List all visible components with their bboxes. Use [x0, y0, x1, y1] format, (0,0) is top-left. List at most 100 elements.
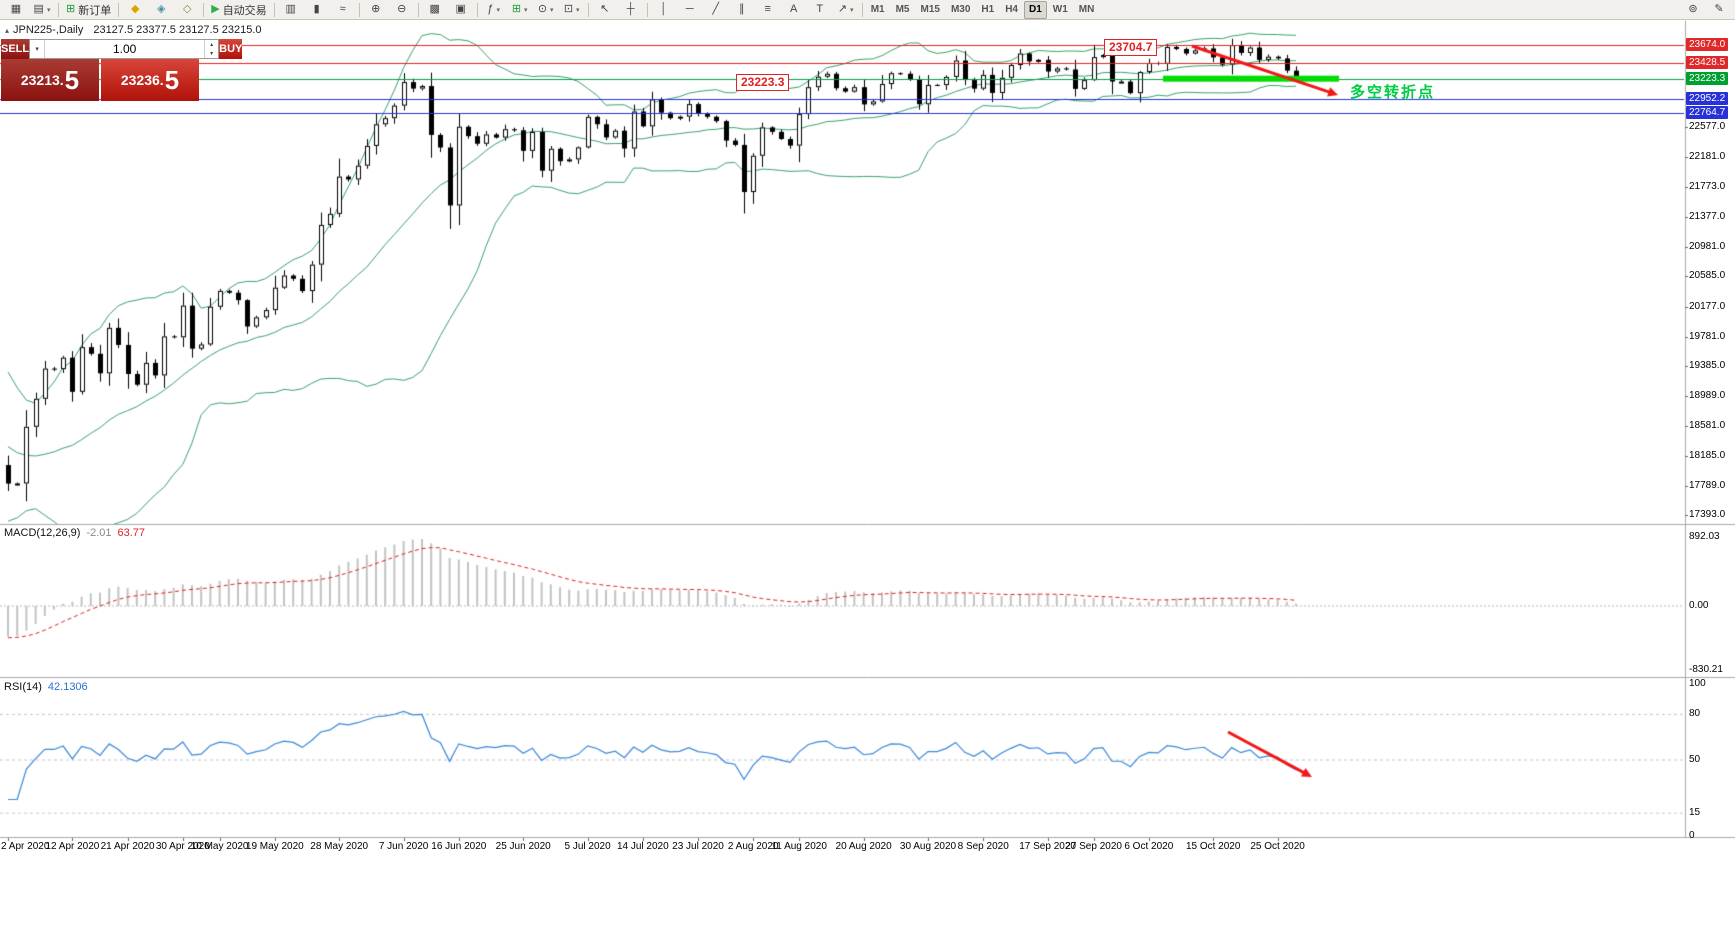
volume-control: ▾ ▴▾ [29, 39, 220, 59]
trend-annotation-text[interactable]: 多空转折点 [1350, 84, 1436, 101]
metaeditor-icon: ◆ [130, 3, 140, 15]
collapse-icon[interactable]: ▴ [5, 26, 10, 35]
candlestick-chart-icon-button[interactable]: ▮ [304, 0, 330, 19]
toolbar-separator [476, 2, 478, 17]
macd-header: MACD(12,26,9) -2.01 63.77 [4, 527, 145, 539]
sell-button[interactable]: SELL [1, 39, 30, 59]
zoom-out-icon: ⊖ [397, 3, 407, 15]
rsi-axis-label: 0 [1689, 830, 1695, 841]
new-order-button[interactable]: ⊞ 新订单 [62, 0, 115, 19]
time-axis-label: 11 Aug 2020 [771, 841, 827, 852]
timeframe-MN[interactable]: MN [1078, 4, 1095, 15]
fullscreen-icon-button[interactable]: ◇ [174, 0, 200, 19]
options-icon: ◈ [156, 3, 166, 15]
search-icon-button[interactable]: ⊚ [1680, 0, 1706, 19]
new-chart-icon: ▦ [10, 3, 22, 15]
price-annotation-label[interactable]: 23704.7 [1104, 39, 1158, 56]
tile-windows-icon-button[interactable]: ▩ [422, 0, 448, 19]
spin-down-icon[interactable]: ▾ [210, 51, 214, 57]
time-axis-label: 20 Aug 2020 [835, 841, 892, 852]
rsi-axis-label: 15 [1689, 807, 1701, 819]
timeframe-M5[interactable]: M5 [895, 4, 910, 15]
symbol-period-label: JPN225-,Daily [13, 24, 84, 36]
line-chart-icon-button[interactable]: ≈ [330, 0, 356, 19]
price-axis-tick: 18989.0 [1689, 389, 1726, 401]
horizontal-line-icon-button[interactable]: ─ [677, 0, 703, 19]
arrows-tool-icon-button[interactable]: ↗ ▾ [833, 0, 859, 19]
trendline-icon: ╱ [712, 3, 719, 15]
crosshair-icon-button[interactable]: ┼ [618, 0, 644, 19]
equidistant-channel-icon-button[interactable]: ∥ [729, 0, 755, 19]
spin-up-icon[interactable]: ▴ [210, 42, 214, 48]
timeframe-D1[interactable]: D1 [1024, 0, 1047, 19]
timeframe-M15[interactable]: M15 [920, 4, 940, 15]
price-axis-tick: 22181.0 [1689, 150, 1726, 162]
price-annotation-label[interactable]: 23223.3 [736, 74, 790, 91]
add-indicator-icon-button[interactable]: ⊞ ▾ [507, 0, 533, 19]
templates-icon-button[interactable]: ⊡ ▾ [559, 0, 585, 19]
rsi-value: 42.1306 [47, 681, 88, 693]
profiles-icon: ▤ [33, 3, 44, 15]
sell-price-main: 23213. [20, 72, 64, 88]
macd-signal-value: 63.77 [117, 527, 146, 539]
one-click-trading-widget: SELL ▾ ▴▾ BUY 23213. 5 23236. 5 [1, 39, 243, 101]
toolbar-separator [58, 2, 59, 17]
tile-windows-icon: ▩ [429, 3, 440, 15]
price-axis-tick: 17789.0 [1689, 479, 1726, 491]
timeframe-M30[interactable]: M30 [950, 4, 971, 15]
zoom-out-icon-button[interactable]: ⊖ [389, 0, 415, 19]
timeframe-H1[interactable]: H1 [981, 4, 995, 15]
auto-arrange-icon: ▣ [455, 3, 466, 15]
time-axis-label: 15 Oct 2020 [1185, 841, 1241, 852]
toolbar-separator [417, 2, 419, 17]
autotrading-button[interactable]: ▶ 自动交易 [207, 0, 270, 19]
time-axis-label: 12 Apr 2020 [45, 841, 100, 852]
new-chart-icon-button[interactable]: ▦ [3, 0, 29, 19]
price-axis-tick: 18185.0 [1689, 450, 1726, 462]
price-axis-tick: 21773.0 [1689, 181, 1726, 193]
volume-input[interactable] [45, 40, 205, 58]
buy-button[interactable]: BUY [219, 39, 243, 59]
sell-price-button[interactable]: 23213. 5 [1, 59, 99, 101]
zoom-in-icon-button[interactable]: ⊕ [363, 0, 389, 19]
main-toolbar: ▦ ▤ ▾ ⊞ 新订单 ◆ ◈ ◇ ▶ 自动交易 ▥ ▮ ≈ ⊕ ⊖ ▩ ▣ ƒ ▾ ⊞ ▾ ⊙ ▾ ⊡ ▾ ↖ ┼ │ ─ ╱ ∥ ≡ A T ↗… [0, 0, 1735, 20]
timeframe-W1[interactable]: W1 [1052, 4, 1068, 15]
timeframe-H4[interactable]: H4 [1005, 4, 1018, 15]
periods-icon-button[interactable]: ⊙ ▾ [533, 0, 559, 19]
options-icon-button[interactable]: ◈ [148, 0, 174, 19]
price-axis-badge: 23223.3 [1686, 71, 1729, 85]
profiles-icon-button[interactable]: ▤ ▾ [29, 0, 55, 19]
vertical-line-icon-button[interactable]: │ [651, 0, 677, 19]
time-axis-label: 5 Jul 2020 [564, 841, 611, 852]
zoom-in-icon: ⊕ [371, 3, 381, 15]
timeframe-M1[interactable]: M1 [870, 4, 885, 15]
toolbar-separator [358, 2, 360, 17]
toolbar-right-group: ⊚ ✎ [1680, 0, 1732, 19]
crosshair-icon: ┼ [626, 3, 635, 15]
time-axis-label: 30 Apr 2020 [155, 841, 210, 852]
add-indicator-icon: ⊞ [511, 3, 522, 15]
volume-spinner[interactable]: ▴ ▾ [204, 40, 218, 58]
draw-icon: ✎ [1714, 3, 1724, 15]
text-label-icon: T [816, 3, 824, 15]
volume-dropdown-icon[interactable]: ▾ [30, 40, 46, 58]
bar-chart-icon-button[interactable]: ▥ [278, 0, 304, 19]
fibonacci-retracement-icon-button[interactable]: ≡ [755, 0, 781, 19]
metaeditor-icon-button[interactable]: ◆ [122, 0, 148, 19]
toolbar-separator [203, 2, 205, 17]
buy-price-button[interactable]: 23236. 5 [101, 59, 199, 101]
time-axis-label: 6 Oct 2020 [1124, 841, 1174, 852]
cursor-icon-button[interactable]: ↖ [592, 0, 618, 19]
indicators-icon-button[interactable]: ƒ ▾ [481, 0, 507, 19]
text-icon-button[interactable]: A [781, 0, 807, 19]
trendline-icon-button[interactable]: ╱ [703, 0, 729, 19]
auto-arrange-icon-button[interactable]: ▣ [448, 0, 474, 19]
price-axis-badge: 23674.0 [1686, 37, 1729, 51]
text-label-icon-button[interactable]: T [807, 0, 833, 19]
toolbar-separator [587, 2, 589, 17]
time-axis-label: 21 Apr 2020 [100, 841, 155, 852]
bar-chart-icon: ▥ [285, 3, 296, 15]
draw-icon-button[interactable]: ✎ [1706, 0, 1732, 19]
